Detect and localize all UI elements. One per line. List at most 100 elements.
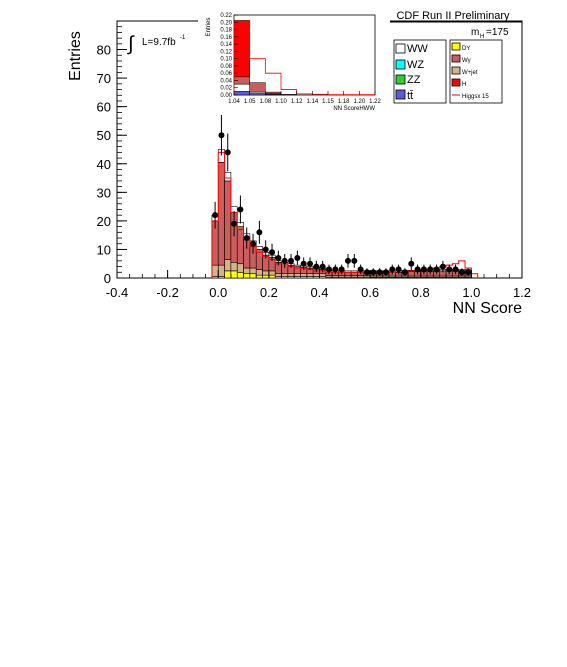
bar-w-jet-10 [274,273,282,277]
bar-w--4 [236,226,244,265]
data-point-7 [256,229,263,236]
data-point-24 [363,269,370,276]
data-point-28 [389,266,396,273]
data-point-9 [269,249,276,256]
data-point-15 [307,260,314,267]
y-tick-label-7: 70 [97,71,111,86]
bar-w-jet-11 [281,273,289,277]
inset-bar-w--2 [265,91,282,94]
legend-label-zz: ZZ [407,74,421,86]
bar-w-jet-7 [255,269,263,276]
x-tick-label-1: -0.2 [156,285,178,300]
inset-y-tick-label-2: 0.04 [220,78,232,84]
x-tick-label-8: 1.2 [513,285,531,300]
x-tick-label-3: 0.2 [260,285,278,300]
y-axis-label: Entries [67,31,84,81]
bar-dy-8 [262,274,270,279]
data-point-35 [433,266,440,273]
data-point-31 [408,260,415,267]
inset-y-tick-label-4: 0.08 [220,64,232,70]
y-tick-label-0: 0 [104,271,111,286]
bar-w-jet-12 [287,273,295,277]
inset-x-tick-label-5: 1.14 [306,99,318,105]
bar-dy-2 [224,270,232,279]
bar-w--1 [217,162,225,266]
inset-y-tick-label-3: 0.06 [220,71,232,77]
data-point-16 [313,263,320,270]
bar-w-jet-8 [262,270,270,276]
bar-w-jet-2 [224,259,232,272]
y-tick-label-3: 30 [97,185,111,200]
x-axis-label: NN Score [453,300,522,317]
data-point-33 [420,266,427,273]
inset-bar-w--3 [280,94,297,96]
x-tick-label-2: 0.0 [209,285,227,300]
data-point-27 [382,269,389,276]
y-tick-label-6: 60 [97,100,111,115]
data-point-26 [376,269,383,276]
x-tick-label-4: 0.4 [310,285,328,300]
data-point-19 [332,266,339,273]
inset-y-axis-label: Entries [206,18,212,37]
bar-w-jet-15 [306,273,314,277]
data-point-39 [458,269,465,276]
data-point-38 [452,266,459,273]
inset-x-tick-label-2: 1.08 [259,99,271,105]
inset-y-tick-label-1: 0.02 [220,86,232,92]
bar-w--31 [407,271,415,277]
bar-w--21 [344,271,352,277]
legend-label-wjet: W+jet [462,70,478,76]
legend-label-higgs-x15: Higgsx 15 [462,94,489,100]
data-point-30 [401,269,408,276]
bar-w-jet-3 [230,261,238,272]
bar-w-jet-0 [211,264,219,277]
inset-x-tick-label-0: 1.04 [228,99,240,105]
data-point-10 [275,255,282,262]
inset-x-tick-label-7: 1.18 [338,99,350,105]
data-point-5 [243,235,250,242]
integral-icon: ∫ [127,33,135,55]
inset-y-tick-label-11: 0.22 [220,13,232,19]
bar-w-jet-17 [319,273,327,277]
data-point-8 [262,246,269,253]
inset-x-tick-label-4: 1.12 [291,99,303,105]
bar-dy-9 [268,274,276,279]
inset-y-tick-label-8: 0.16 [220,35,232,41]
legend-swatch-wjet [451,66,461,75]
legend-label-wgamma: Wγ [462,58,471,64]
data-point-1 [218,132,225,139]
bar-w-jet-16 [312,273,320,277]
data-point-22 [351,257,358,264]
main-axes: -0.4 -0.2 0.0 0.2 0.4 0.6 0.8 1.0 1.201020304050… [97,20,531,300]
bar-dy-4 [236,271,244,279]
bar-dy-6 [249,273,257,279]
inset-y-tick-label-9: 0.18 [220,28,232,34]
data-point-3 [231,220,238,227]
bar-ww-7 [255,246,263,250]
legend-swatch-wgamma [451,54,461,63]
legend-label-dy: DY [462,46,470,52]
data-point-12 [288,257,295,264]
bar-dy-3 [230,270,238,279]
y-tick-label-4: 40 [97,157,111,172]
legend-swatch-zz [395,74,406,85]
bar-w-jet-5 [243,267,251,275]
y-tick-label-8: 80 [97,43,111,58]
legend-swatch-ww [395,43,406,54]
bar-w--2 [224,180,232,260]
data-point-4 [237,206,244,213]
y-tick-label-2: 20 [97,214,111,229]
data-point-37 [446,266,453,273]
inset-bar-h-0 [233,20,250,78]
luminosity-exponent: -1 [180,35,186,41]
bar-dy-5 [243,273,251,279]
bar-w-jet-1 [217,264,225,277]
data-point-32 [414,266,421,273]
inset-axes: 0.000.02 0.040.060.080.10 0.120.140.160.18… [220,13,381,105]
bar-w--22 [350,271,358,277]
x-tick-label-7: 1.0 [462,285,480,300]
legend-swatch-wz [395,59,406,70]
bar-w-jet-6 [249,267,257,275]
legend-swatch-h [451,78,461,87]
